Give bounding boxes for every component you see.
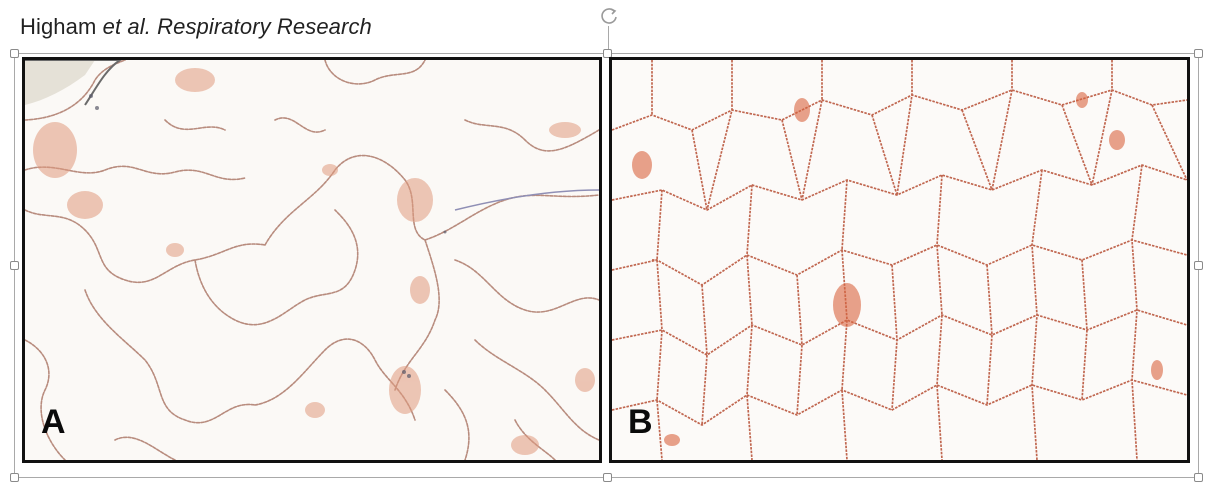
resize-handle-top-center[interactable] <box>603 49 612 58</box>
panel-label-b: B <box>628 403 653 441</box>
histology-panel-a: A <box>22 57 602 463</box>
caption-et-al: et al. <box>102 14 151 39</box>
resize-handle-middle-right[interactable] <box>1194 261 1203 270</box>
resize-handle-top-left[interactable] <box>10 49 19 58</box>
resize-handle-bottom-left[interactable] <box>10 473 19 482</box>
resize-handle-middle-left[interactable] <box>10 261 19 270</box>
histology-image-b <box>612 60 1187 460</box>
resize-handle-top-right[interactable] <box>1194 49 1203 58</box>
rotate-icon[interactable] <box>596 3 622 29</box>
rotate-handle-stem <box>608 26 609 50</box>
caption-author: Higham <box>20 14 103 39</box>
resize-handle-bottom-right[interactable] <box>1194 473 1203 482</box>
histology-panel-b: B <box>609 57 1190 463</box>
panel-label-a: A <box>41 403 66 441</box>
figure-caption: Higham et al. Respiratory Research <box>20 14 372 40</box>
histology-image-a <box>25 60 599 460</box>
caption-journal: Respiratory Research <box>150 14 372 39</box>
resize-handle-bottom-center[interactable] <box>603 473 612 482</box>
